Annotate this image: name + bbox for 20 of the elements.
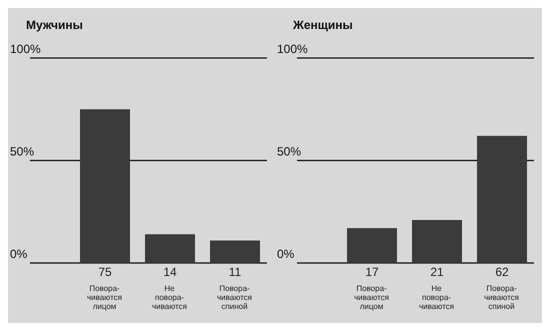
y-tick-label: 50% — [10, 144, 34, 158]
data-label: 11 — [228, 265, 242, 279]
x-tick-label: Повора- чиваются спиной — [217, 284, 252, 311]
x-tick-label: Повора- чиваются лицом — [354, 284, 389, 311]
data-label: 62 — [495, 265, 509, 279]
data-label: 21 — [430, 265, 444, 279]
chart-title: Женщины — [293, 18, 353, 32]
y-tick-label: 0% — [10, 247, 28, 261]
x-tick-label: Повора- чиваются спиной — [484, 284, 519, 311]
data-label: 75 — [98, 265, 112, 279]
x-tick-label: Повора- чиваются лицом — [87, 284, 122, 311]
y-tick-label: 100% — [10, 42, 42, 56]
chart-title: Мужчины — [26, 18, 83, 32]
y-tick-label: 50% — [277, 144, 302, 158]
y-tick-label: 0% — [277, 247, 295, 261]
x-tick-label: Не повора- чиваются — [152, 284, 187, 311]
data-label: 17 — [365, 265, 379, 279]
data-label: 14 — [163, 265, 177, 279]
x-tick-label: Не повора- чиваются — [419, 284, 454, 311]
y-tick-label: 100% — [277, 42, 308, 56]
